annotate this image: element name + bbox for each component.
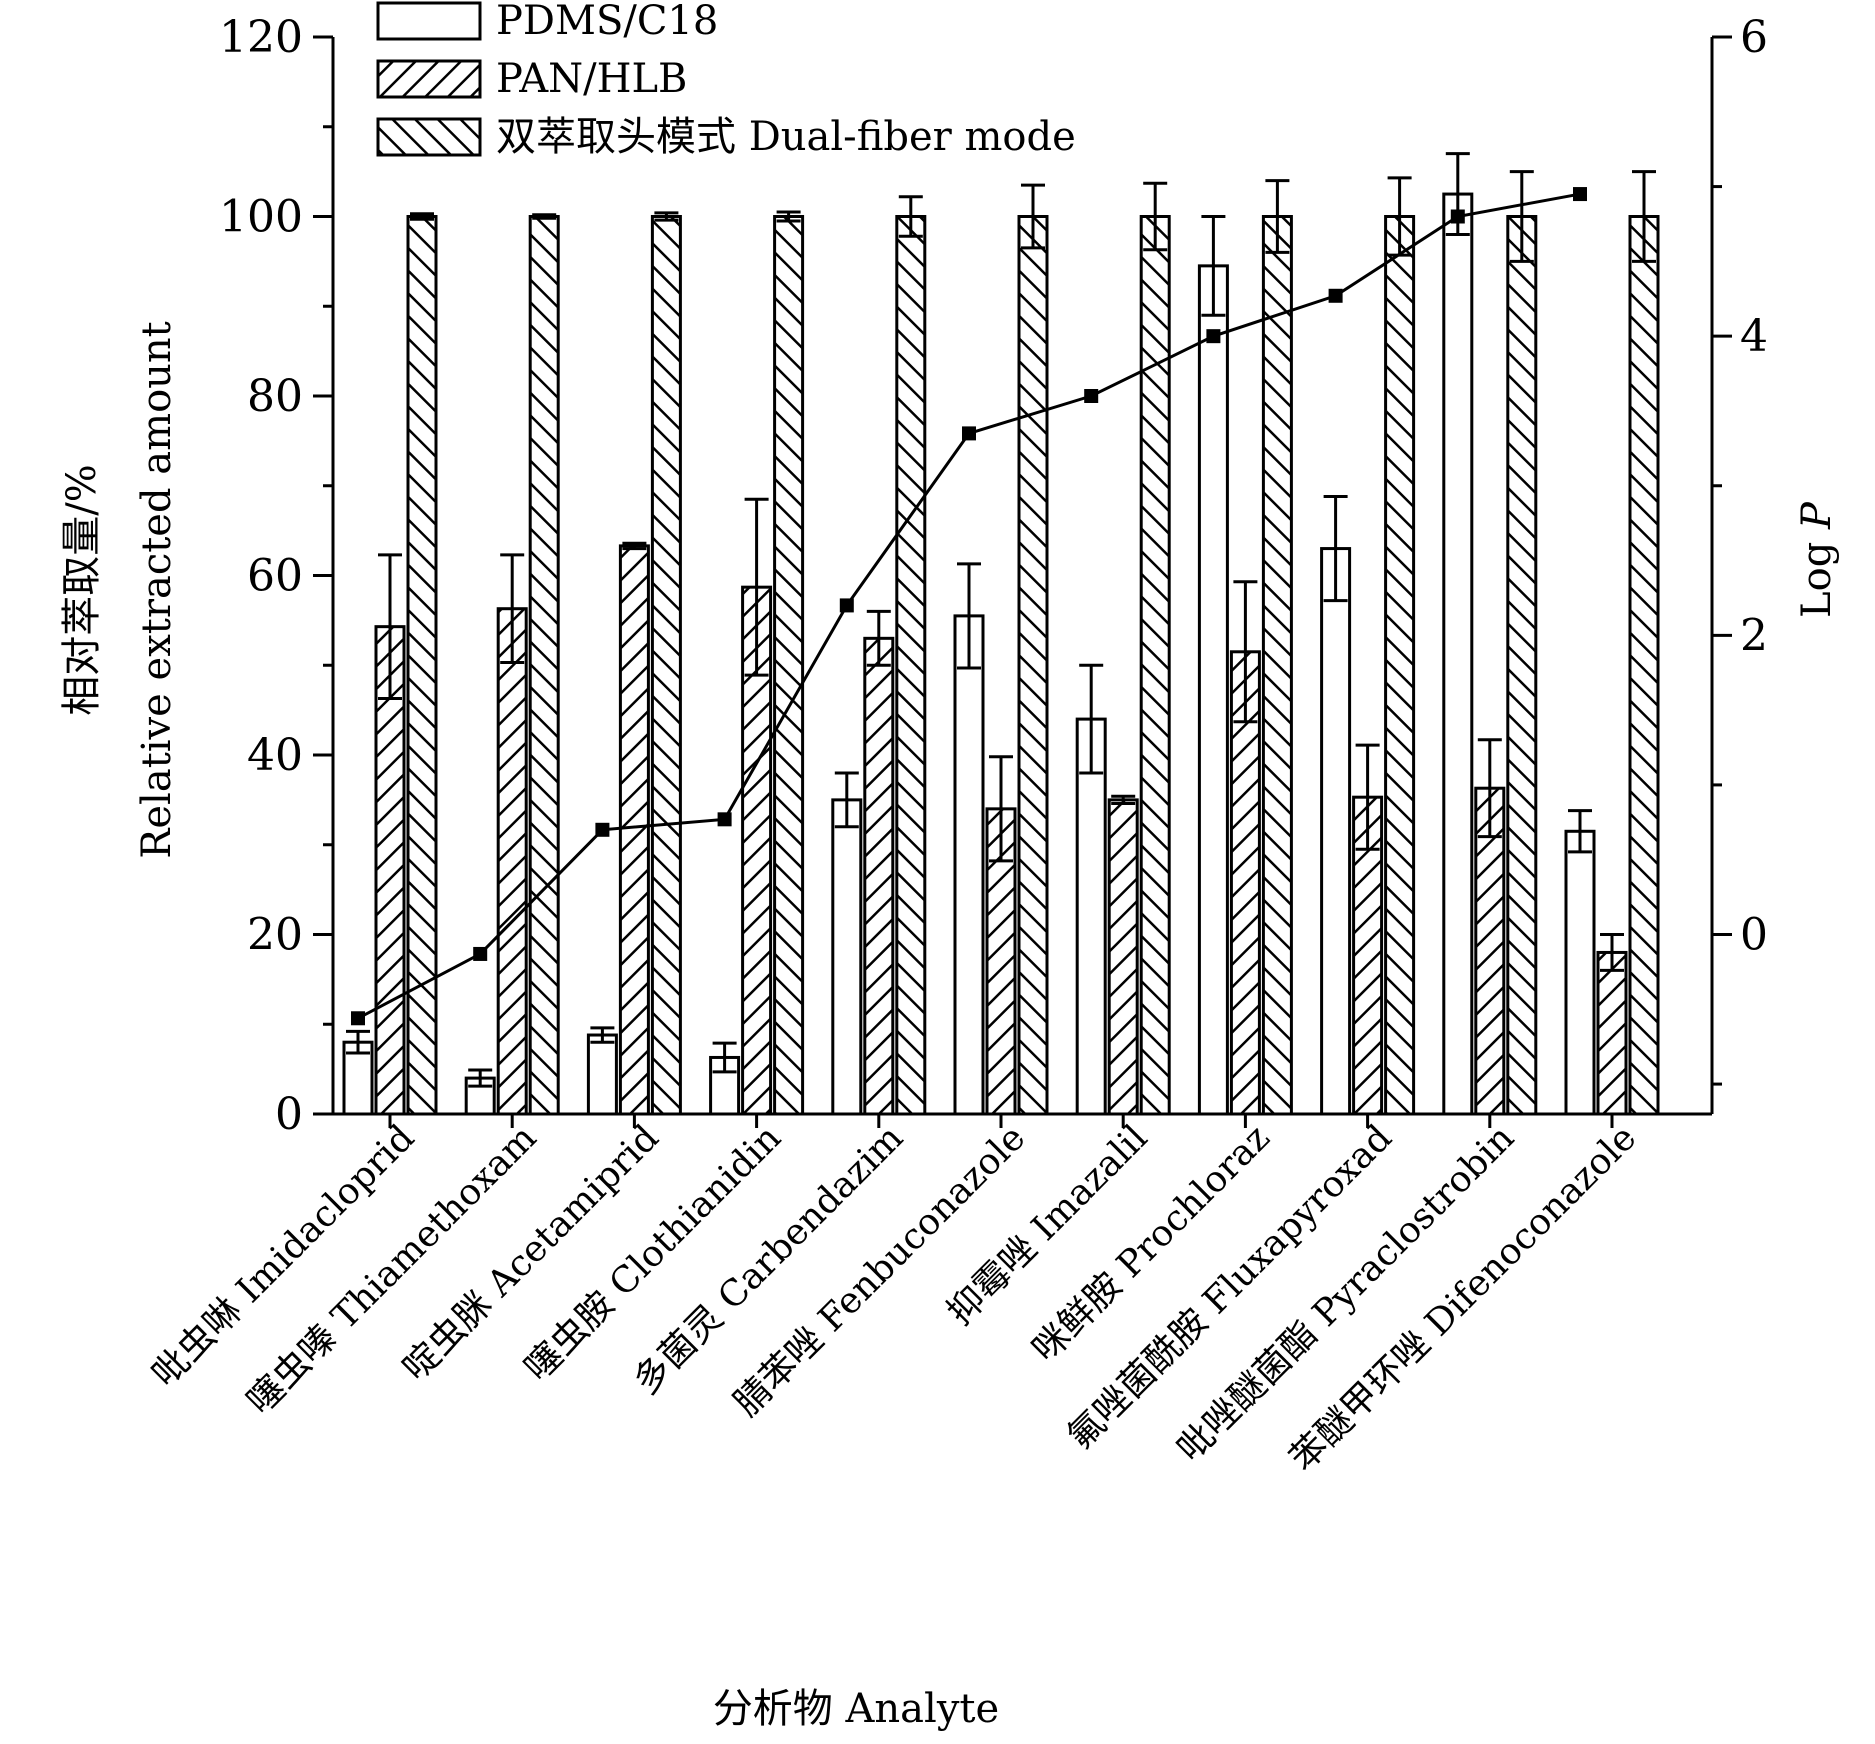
y2-tick-label-0: 0 xyxy=(1740,910,1768,961)
bar-s1-6 xyxy=(1107,798,1139,1116)
bar-s0-4 xyxy=(831,798,863,1116)
bar-s2-9 xyxy=(1506,215,1538,1116)
logp-point-0 xyxy=(351,1011,365,1026)
bar-s0-1 xyxy=(464,1076,496,1116)
logp-point-5 xyxy=(962,426,976,441)
logp-line xyxy=(351,187,1587,1026)
bar-s0-8 xyxy=(1320,547,1352,1116)
y-tick-label-0: 0 xyxy=(275,1089,303,1140)
axes xyxy=(313,35,1732,1128)
bar-s2-1 xyxy=(528,215,560,1116)
logp-point-3 xyxy=(717,812,732,827)
bar-s2-7 xyxy=(1261,215,1293,1116)
logp-point-6 xyxy=(1084,389,1099,403)
bar-s2-6 xyxy=(1139,215,1171,1116)
bar-s1-10 xyxy=(1596,950,1628,1116)
y-tick-label-80: 80 xyxy=(247,371,303,422)
tick-labels: 0 20 40 60 80 100 120 0 2 4 6 xyxy=(219,12,1768,1140)
legend-label-0: PDMS/C18 xyxy=(496,0,718,44)
logp-point-2 xyxy=(595,822,610,837)
logp-point-8 xyxy=(1328,288,1343,303)
bar-s1-9 xyxy=(1474,786,1506,1116)
bar-s2-2 xyxy=(650,215,682,1116)
y2-tick-label-4: 4 xyxy=(1740,311,1768,362)
bar-s2-3 xyxy=(773,215,805,1116)
y-tick-label-20: 20 xyxy=(247,910,303,961)
error-bars xyxy=(346,152,1656,1088)
bar-s0-2 xyxy=(586,1033,618,1116)
y2-tick-label-6: 6 xyxy=(1740,12,1768,63)
logp-point-1 xyxy=(473,946,488,961)
bar-s0-7 xyxy=(1197,264,1229,1116)
legend-label-1: PAN/HLB xyxy=(496,56,687,102)
bar-s2-10 xyxy=(1628,215,1660,1116)
y2-axis-title: Log P xyxy=(1794,501,1840,618)
legend-swatch-2 xyxy=(376,117,482,157)
y-tick-label-120: 120 xyxy=(219,12,303,63)
y2-axis-title-log: Log xyxy=(1794,542,1840,618)
logp-point-7 xyxy=(1206,329,1221,344)
bar-s0-9 xyxy=(1442,192,1474,1116)
bar-s1-2 xyxy=(618,544,650,1116)
bars xyxy=(342,192,1660,1116)
y2-tick-label-2: 2 xyxy=(1740,610,1768,661)
bar-s0-6 xyxy=(1075,717,1107,1116)
bar-s1-7 xyxy=(1229,650,1261,1116)
bar-s1-1 xyxy=(496,607,528,1116)
bar-s1-4 xyxy=(863,636,895,1116)
bar-s2-5 xyxy=(1017,215,1049,1116)
x-axis-title: 分析物 Analyte xyxy=(713,1686,999,1732)
legend-swatch-0 xyxy=(376,1,482,41)
y-tick-label-60: 60 xyxy=(247,551,303,602)
legend: PDMS/C18 PAN/HLB 双萃取头模式 Dual-fiber mode xyxy=(376,0,1076,160)
logp-point-10 xyxy=(1573,187,1587,202)
legend-label-2: 双萃取头模式 Dual-fiber mode xyxy=(496,114,1076,160)
logp-point-9 xyxy=(1450,209,1465,224)
logp-point-4 xyxy=(839,598,854,613)
bar-s2-4 xyxy=(895,215,927,1116)
y-tick-label-40: 40 xyxy=(247,730,303,781)
legend-swatch-1 xyxy=(376,59,482,99)
bar-s0-10 xyxy=(1564,829,1596,1116)
y-axis-title-en: Relative extracted amount xyxy=(134,321,180,858)
bar-s2-8 xyxy=(1384,215,1416,1116)
y-tick-label-100: 100 xyxy=(219,192,303,243)
category-label-7: 咪鲜胺 Prochloraz xyxy=(1025,1117,1278,1370)
y2-axis-title-p: P xyxy=(1794,501,1840,530)
y-axis-title-cn: 相对萃取量/% xyxy=(59,464,105,715)
bar-s0-5 xyxy=(953,614,985,1116)
